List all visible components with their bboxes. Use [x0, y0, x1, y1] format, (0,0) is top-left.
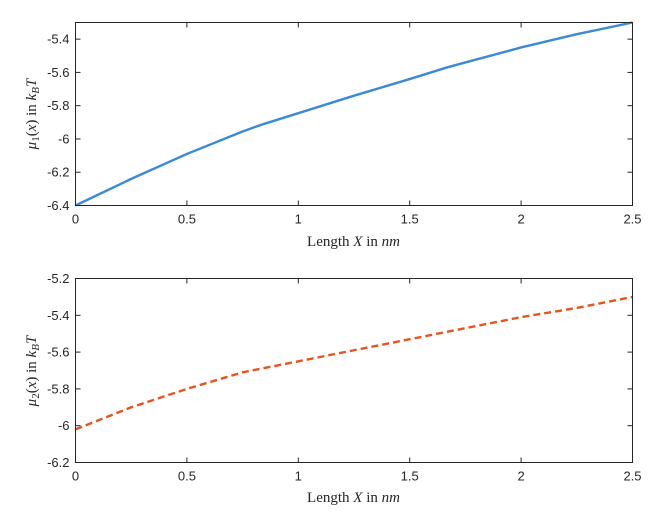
bottom-x-tick-label: 1.5 — [401, 469, 419, 484]
bottom-axes-frame — [75, 278, 633, 463]
top-y-axis-label: μ1(x) in kBT — [24, 77, 42, 150]
bottom-y-tick-label: -5.2 — [47, 271, 69, 286]
bottom-x-tick-label: 2.5 — [623, 469, 641, 484]
top-y-tick-label: -5.8 — [47, 98, 69, 113]
chart-top: 0 0.5 1 1.5 2 2.5 -5.4 -5.6 -5.8 -6 -6.2 -6.4 Lengt… — [24, 21, 642, 250]
bottom-y-tick-label: -5.8 — [47, 381, 69, 396]
top-axes-frame — [75, 22, 633, 206]
top-y-tick-label: -6.2 — [47, 165, 69, 180]
top-y-tick-label: -6.4 — [47, 198, 69, 213]
top-y-tick-label: -6 — [58, 131, 70, 146]
top-series-line — [74, 21, 633, 207]
top-x-tick-label: 2 — [517, 212, 524, 227]
bottom-y-axis-label: μ2(x) in kBT — [24, 334, 42, 407]
bottom-x-tick-label: 2 — [517, 469, 524, 484]
bottom-y-tick-label: -6.2 — [47, 455, 69, 470]
top-y-tick-label: -5.4 — [47, 32, 69, 47]
bottom-y-tick-label: -5.4 — [47, 308, 69, 323]
bottom-x-tick-label: 1 — [295, 469, 302, 484]
top-x-tick-label: 1 — [295, 212, 302, 227]
bottom-x-tick-label: 0 — [72, 469, 79, 484]
top-x-tick-label: 0.5 — [178, 212, 196, 227]
top-plot-area: 0 0.5 1 1.5 2 2.5 -5.4 -5.6 -5.8 -6 -6.2 -6.4 — [47, 21, 642, 227]
top-y-tick-label: -5.6 — [47, 65, 69, 80]
top-x-tick-label: 0 — [72, 212, 79, 227]
bottom-plot-area: 0 0.5 1 1.5 2 2.5 -5.2 -5.4 -5.6 -5.8 -6 -6.2 — [47, 271, 641, 484]
bottom-x-axis-label: Length X in nm — [307, 490, 400, 506]
bottom-y-tick-label: -6 — [58, 418, 70, 433]
bottom-y-tick-label: -5.6 — [47, 345, 69, 360]
top-x-tick-label: 2.5 — [623, 212, 641, 227]
bottom-x-tick-label: 0.5 — [178, 469, 196, 484]
top-x-axis-label: Length X in nm — [307, 234, 400, 250]
top-x-tick-label: 1.5 — [401, 212, 419, 227]
chart-bottom: 0 0.5 1 1.5 2 2.5 -5.2 -5.4 -5.6 -5.8 -6 -6.2 Lengt… — [24, 271, 642, 506]
bottom-series-line — [75, 295, 633, 431]
